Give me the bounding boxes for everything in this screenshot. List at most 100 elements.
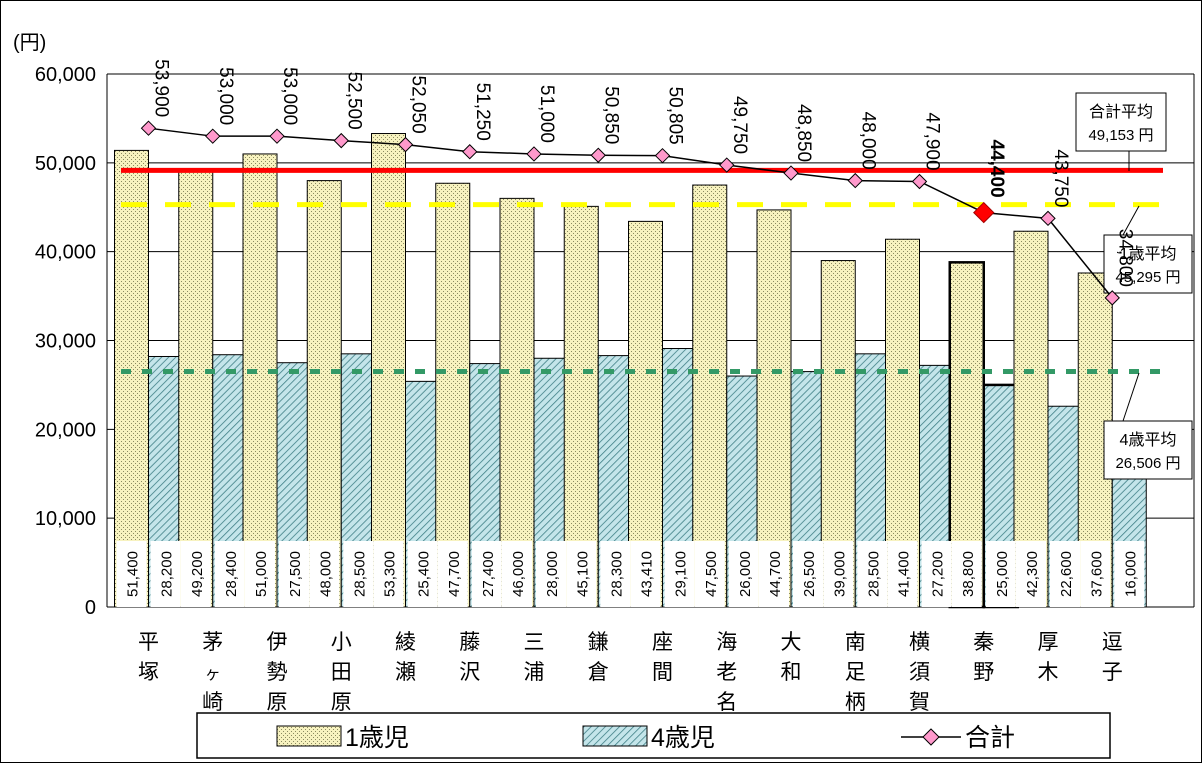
y-tick-label: 10,000 [35, 508, 96, 530]
value-label-box [309, 541, 340, 607]
legend-swatch-1sai [276, 725, 342, 747]
total-value-label: 53,000 [215, 67, 236, 125]
bar-value-label: 47,500 [703, 551, 720, 597]
value-label-box [600, 541, 631, 607]
value-label-box [566, 541, 597, 607]
bar-value-label: 28,500 [865, 551, 882, 597]
y-tick-label: 20,000 [35, 419, 96, 441]
x-category-label: 座 [652, 631, 673, 654]
bar-value-label: 51,000 [253, 551, 270, 597]
value-label-box [536, 541, 566, 607]
bar-value-label: 37,600 [1088, 551, 1105, 597]
total-marker [590, 147, 606, 163]
x-category-label: 足 [845, 661, 866, 684]
bar-value-label: 44,700 [767, 551, 784, 597]
legend-label-1sai: 1歳児 [345, 724, 409, 752]
total-series-line [148, 127, 1113, 299]
bar-value-label: 48,000 [317, 551, 334, 597]
x-category-label: 三 [524, 631, 545, 654]
total-value-label: 48,000 [857, 112, 878, 170]
bar-value-label: 27,200 [930, 551, 947, 597]
total-marker [654, 147, 671, 164]
total-marker [973, 201, 995, 224]
value-label-box [245, 541, 275, 607]
x-category-label: 木 [1038, 661, 1059, 684]
bar-value-label: 22,600 [1058, 551, 1075, 597]
total-marker [911, 173, 928, 190]
value-label-box [823, 541, 854, 607]
bar-value-label: 28,000 [544, 551, 561, 597]
value-label-box [921, 541, 952, 607]
x-category-label: 平 [138, 631, 159, 654]
bar-1sai-鎌倉 [563, 205, 599, 608]
x-category-label: 藤 [459, 631, 480, 654]
x-category-label: 田 [331, 661, 352, 684]
total-value-label: 53,900 [151, 59, 172, 117]
total-marker [140, 120, 157, 136]
value-label-box [1016, 541, 1046, 607]
y-tick-label: 30,000 [35, 331, 96, 353]
x-category-label: 浦 [524, 661, 545, 684]
total-value-label: 50,850 [600, 86, 621, 144]
value-label-box [1050, 541, 1080, 607]
avg-callout-value: 26,506 円 [1115, 455, 1180, 472]
total-value-label: 51,250 [472, 83, 493, 141]
bar-1sai-海老名 [692, 184, 728, 608]
total-marker [269, 128, 285, 144]
x-category-label: 鎌 [588, 631, 609, 654]
value-label-box [985, 541, 1016, 607]
x-category-label: 原 [331, 691, 352, 714]
legend-box [196, 712, 1111, 759]
value-label-box [1080, 541, 1111, 607]
value-label-box [343, 541, 374, 607]
x-category-label: 沢 [459, 661, 480, 684]
avg-callout-title: 合計平均 [1089, 103, 1153, 121]
bar-value-label: 42,300 [1024, 551, 1041, 597]
bar-value-label: 43,410 [639, 551, 656, 597]
total-marker [719, 157, 735, 173]
legend-label-total: 合計 [965, 724, 1015, 752]
legend-label-4sai: 4歳児 [651, 724, 715, 752]
total-value-label: 47,900 [922, 112, 943, 170]
total-marker [397, 136, 414, 153]
x-category-label: 和 [781, 661, 802, 684]
bar-value-label: 39,000 [831, 551, 848, 597]
value-label-box [502, 541, 532, 607]
bar-value-label: 25,400 [416, 551, 433, 597]
bar-value-label: 41,400 [896, 551, 913, 597]
bar-value-label: 28,400 [223, 551, 240, 597]
bar-1sai-伊勢原 [242, 153, 278, 608]
y-tick-label: 60,000 [35, 64, 96, 86]
avg-callout-value: 45,295 円 [1115, 269, 1180, 286]
y-unit-label: (円) [13, 32, 46, 54]
avg-callout-box [1075, 92, 1167, 152]
value-label-box [150, 541, 181, 607]
bar-value-label: 28,200 [159, 551, 176, 597]
bar-value-label: 49,200 [189, 551, 206, 597]
avg-callout-title: 1歳平均 [1120, 245, 1177, 263]
legend-marker-total [922, 728, 940, 746]
value-label-box [728, 541, 759, 607]
value-label-box [887, 541, 918, 607]
x-category-label: ヶ [205, 666, 221, 683]
total-marker [205, 128, 221, 144]
x-category-label: 名 [716, 691, 737, 714]
x-category-label: 倉 [588, 661, 609, 684]
x-category-label: 柄 [845, 691, 866, 714]
y-tick-label: 40,000 [35, 242, 96, 264]
value-label-box [951, 541, 982, 607]
total-value-label: 34,800 [1114, 229, 1135, 287]
bar-value-label: 25,000 [994, 551, 1011, 597]
value-label-box [180, 541, 211, 607]
avg-callout-value: 49,153 円 [1088, 127, 1153, 144]
x-category-label: 大 [781, 631, 802, 654]
value-label-box [664, 541, 695, 607]
bar-1sai-平塚 [114, 149, 149, 608]
value-label-box [373, 541, 404, 607]
x-category-label: 綾 [395, 631, 416, 654]
bar-value-label: 51,400 [125, 551, 142, 597]
total-value-label: 52,500 [343, 72, 364, 130]
avg-callout-pointer [1122, 205, 1140, 236]
